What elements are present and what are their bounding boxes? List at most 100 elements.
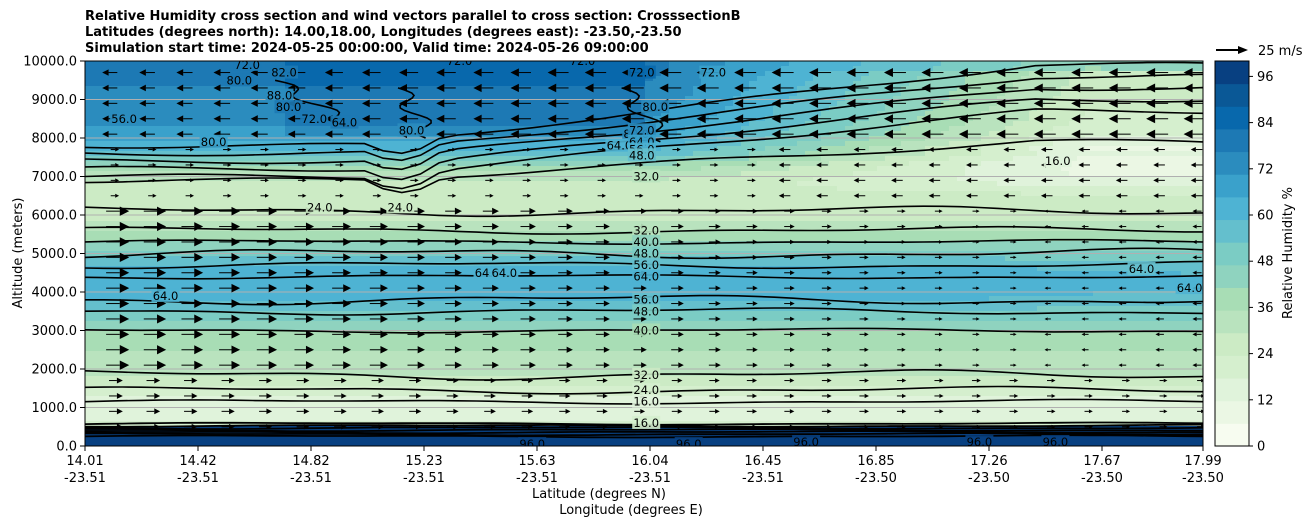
humidity-cell: [213, 391, 222, 397]
humidity-cell: [213, 81, 222, 87]
humidity-cell: [477, 216, 486, 222]
humidity-cell: [501, 376, 510, 382]
humidity-cell: [125, 186, 134, 192]
humidity-cell: [429, 151, 438, 157]
humidity-cell: [461, 281, 470, 287]
humidity-cell: [93, 386, 102, 392]
humidity-cell: [285, 321, 294, 327]
humidity-cell: [573, 146, 582, 152]
humidity-cell: [165, 136, 174, 142]
humidity-cell: [173, 151, 182, 157]
humidity-cell: [509, 286, 518, 292]
humidity-cell: [477, 401, 486, 407]
humidity-cell: [541, 406, 550, 412]
humidity-cell: [421, 276, 430, 282]
humidity-cell: [237, 206, 246, 212]
humidity-cell: [405, 76, 414, 82]
humidity-cell: [157, 86, 166, 92]
humidity-cell: [173, 181, 182, 187]
humidity-cell: [173, 176, 182, 182]
humidity-cell: [397, 266, 406, 272]
humidity-cell: [325, 351, 334, 357]
humidity-cell: [349, 136, 358, 142]
humidity-cell: [101, 286, 110, 292]
humidity-cell: [173, 196, 182, 202]
humidity-cell: [229, 146, 238, 152]
humidity-cell: [397, 286, 406, 292]
humidity-cell: [189, 351, 198, 357]
humidity-cell: [325, 61, 334, 67]
humidity-cell: [389, 181, 398, 187]
humidity-cell: [461, 216, 470, 222]
humidity-cell: [317, 181, 326, 187]
humidity-cell: [253, 406, 262, 412]
humidity-cell: [253, 361, 262, 367]
humidity-cell: [293, 401, 302, 407]
humidity-cell: [133, 216, 142, 222]
humidity-cell: [589, 171, 598, 177]
humidity-cell: [285, 221, 294, 227]
humidity-cell: [317, 246, 326, 252]
humidity-cell: [133, 341, 142, 347]
humidity-cell: [421, 206, 430, 212]
humidity-cell: [141, 66, 150, 72]
humidity-cell: [125, 381, 134, 387]
humidity-cell: [445, 156, 454, 162]
humidity-cell: [221, 376, 230, 382]
humidity-cell: [349, 266, 358, 272]
humidity-cell: [509, 436, 518, 442]
humidity-cell: [181, 341, 190, 347]
humidity-cell: [221, 96, 230, 102]
humidity-cell: [405, 106, 414, 112]
humidity-cell: [101, 241, 110, 247]
humidity-cell: [557, 381, 566, 387]
humidity-cell: [517, 321, 526, 327]
humidity-cell: [341, 436, 350, 442]
humidity-cell: [221, 221, 230, 227]
humidity-cell: [597, 326, 606, 332]
humidity-cell: [437, 336, 446, 342]
humidity-cell: [365, 76, 374, 82]
humidity-cell: [309, 261, 318, 267]
humidity-cell: [165, 351, 174, 357]
humidity-cell: [413, 156, 422, 162]
humidity-cell: [429, 86, 438, 92]
humidity-cell: [365, 111, 374, 117]
humidity-cell: [141, 96, 150, 102]
humidity-cell: [533, 311, 542, 317]
humidity-cell: [413, 91, 422, 97]
humidity-cell: [589, 281, 598, 287]
humidity-cell: [573, 126, 582, 132]
humidity-cell: [133, 76, 142, 82]
humidity-cell: [421, 221, 430, 227]
humidity-cell: [421, 161, 430, 167]
humidity-cell: [421, 266, 430, 272]
humidity-cell: [237, 121, 246, 127]
humidity-cell: [189, 261, 198, 267]
humidity-cell: [501, 321, 510, 327]
humidity-cell: [309, 161, 318, 167]
humidity-cell: [181, 141, 190, 147]
humidity-cell: [461, 151, 470, 157]
humidity-cell: [357, 216, 366, 222]
humidity-cell: [325, 381, 334, 387]
humidity-cell: [453, 201, 462, 207]
humidity-cell: [397, 326, 406, 332]
humidity-cell: [197, 151, 206, 157]
humidity-cell: [413, 426, 422, 432]
humidity-cell: [149, 211, 158, 217]
humidity-cell: [333, 211, 342, 217]
humidity-cell: [437, 161, 446, 167]
humidity-cell: [397, 96, 406, 102]
humidity-cell: [437, 371, 446, 377]
humidity-cell: [437, 276, 446, 282]
humidity-cell: [117, 141, 126, 147]
humidity-cell: [477, 371, 486, 377]
humidity-cell: [589, 246, 598, 252]
humidity-cell: [213, 381, 222, 387]
humidity-cell: [221, 111, 230, 117]
humidity-cell: [461, 371, 470, 377]
humidity-cell: [197, 406, 206, 412]
humidity-cell: [445, 81, 454, 87]
humidity-cell: [517, 186, 526, 192]
